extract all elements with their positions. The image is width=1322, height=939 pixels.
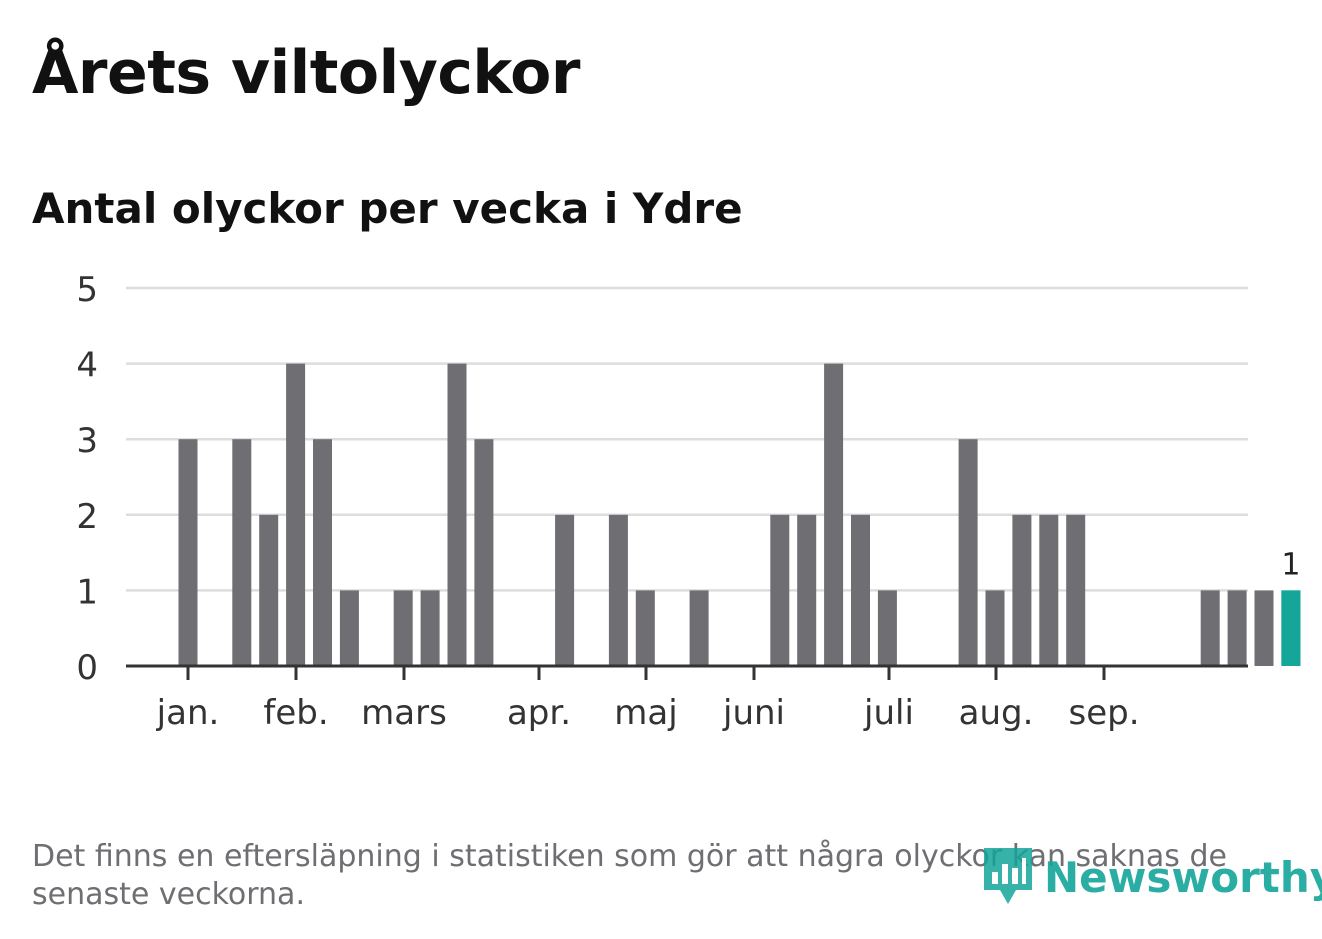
bar <box>958 439 978 666</box>
bar <box>555 514 575 666</box>
bar <box>877 590 897 666</box>
newsworthy-logo: Newsworthy <box>982 846 1322 908</box>
bar <box>447 363 467 666</box>
bar <box>1200 590 1220 666</box>
bar <box>608 514 628 666</box>
x-tick-label: maj <box>614 693 677 733</box>
x-tick-label: sep. <box>1068 693 1139 733</box>
x-tick-label: mars <box>361 693 447 733</box>
y-tick-label: 5 <box>76 270 98 310</box>
bar <box>1066 514 1086 666</box>
x-tick-label: feb. <box>263 693 328 733</box>
bar-highlight <box>1281 590 1301 666</box>
bar <box>313 439 332 666</box>
bar <box>474 439 494 666</box>
bar <box>689 590 709 666</box>
bar <box>851 514 870 666</box>
x-tick-label: aug. <box>959 693 1034 733</box>
chart-title: Årets viltolyckor <box>32 38 581 108</box>
y-tick-label: 0 <box>76 648 98 688</box>
bar <box>985 590 1005 666</box>
bars <box>178 363 1301 666</box>
newsworthy-logo-text: Newsworthy <box>1044 852 1322 902</box>
bar <box>286 363 306 666</box>
bar <box>232 439 252 666</box>
bar <box>635 590 655 666</box>
highlight-value-label: 1 <box>1281 547 1300 582</box>
y-tick-label: 4 <box>76 346 98 386</box>
y-tick-label: 3 <box>76 421 98 461</box>
x-axis-ticks <box>186 666 1106 680</box>
bar <box>178 439 198 666</box>
newsworthy-logo-icon <box>984 848 1032 904</box>
bar <box>770 514 790 666</box>
bar <box>797 514 817 666</box>
x-tick-label: apr. <box>507 693 571 733</box>
bar <box>259 514 279 666</box>
x-axis-labels: jan. feb. mars apr. maj juni juli aug. sep. <box>156 693 1140 733</box>
y-axis-labels: 0 1 2 3 4 5 <box>76 270 98 688</box>
y-tick-label: 2 <box>76 497 98 537</box>
bar <box>1254 590 1274 666</box>
bar <box>824 363 844 666</box>
chart-subtitle: Antal olyckor per vecka i Ydre <box>32 184 743 233</box>
x-tick-label: juli <box>863 693 914 733</box>
x-tick-label: jan. <box>156 693 220 733</box>
bar <box>1227 590 1247 666</box>
y-tick-label: 1 <box>76 572 98 612</box>
bar <box>339 590 359 666</box>
bar <box>420 590 440 666</box>
x-tick-label: juni <box>722 693 785 733</box>
bar <box>393 590 413 666</box>
bar <box>1012 514 1032 666</box>
bar <box>1039 514 1059 666</box>
